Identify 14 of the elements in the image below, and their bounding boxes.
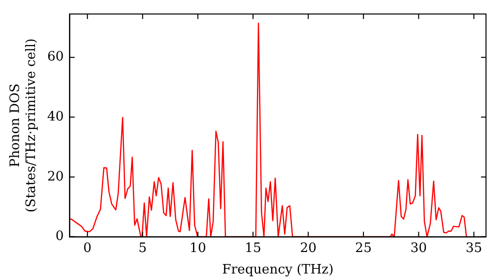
x-tick-label: 5 (138, 240, 147, 256)
x-tick-label: 35 (466, 240, 482, 256)
x-axis-title: Frequency (THz) (222, 262, 334, 278)
x-tick-label: 15 (244, 240, 262, 256)
x-tick-label: 30 (410, 240, 427, 256)
y-tick-label: 60 (47, 50, 64, 65)
x-tick-label: 0 (83, 240, 92, 256)
x-tick-label: 10 (190, 240, 206, 256)
x-tick-label: 20 (300, 240, 317, 256)
y-tick-label: 40 (47, 110, 64, 125)
y-tick-label: 20 (47, 169, 64, 184)
x-tick-label: 25 (355, 240, 372, 256)
y-tick-label: 0 (55, 229, 64, 244)
y-axis-title: Phonon DOS (States/THz·primitive cell) (8, 38, 39, 212)
